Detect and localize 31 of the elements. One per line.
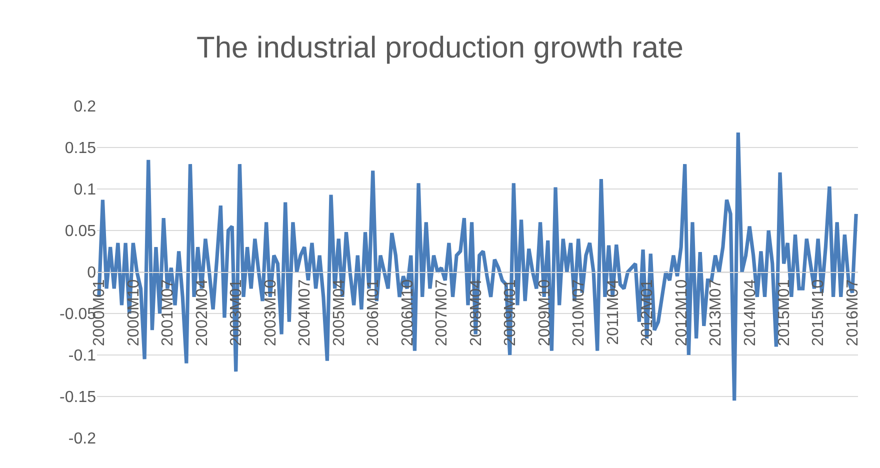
- x-tick-label: 2004M07: [296, 279, 314, 346]
- x-tick-label: 2012M10: [673, 279, 690, 346]
- x-tick-label: 2015M10: [810, 279, 828, 346]
- y-tick-label: 0.2: [74, 98, 96, 116]
- x-tick-label: 2010M07: [570, 279, 588, 346]
- y-tick-label: -0.15: [60, 389, 96, 406]
- x-tick-label: 2005M04: [330, 279, 348, 346]
- x-tick-label: 2009M10: [536, 279, 554, 346]
- x-tick-label: 2013M07: [708, 279, 725, 346]
- x-tick-label: 2009M01: [502, 279, 520, 346]
- x-tick-label: 2003M01: [228, 279, 246, 346]
- x-tick-label: 2006M01: [365, 279, 382, 346]
- x-tick-label: 2008M04: [468, 279, 485, 346]
- x-tick-label: 2012M01: [639, 279, 656, 346]
- x-tick-label: 2006M10: [399, 279, 416, 346]
- y-tick-label: 0.1: [74, 182, 96, 199]
- x-tick-label: 2003M10: [262, 279, 280, 346]
- chart-title: The industrial production growth rate: [196, 31, 684, 64]
- x-tick-label: 2000M10: [125, 279, 142, 346]
- y-tick-label: 0: [87, 264, 96, 282]
- x-tick-label: 2001M07: [160, 279, 177, 346]
- x-tick-label: 2015M01: [776, 279, 793, 346]
- x-tick-label: 2011M04: [604, 279, 622, 345]
- y-tick-label: -0.1: [68, 348, 96, 365]
- y-tick-label: -0.2: [68, 430, 96, 448]
- x-tick-label: 2007M07: [434, 279, 451, 346]
- x-tick-label: 2002M04: [194, 279, 211, 346]
- y-tick-label: 0.15: [64, 140, 96, 158]
- y-tick-label: 0.05: [64, 223, 96, 240]
- x-tick-label: 2014M04: [742, 279, 759, 346]
- x-tick-label: 2016M07: [844, 279, 862, 346]
